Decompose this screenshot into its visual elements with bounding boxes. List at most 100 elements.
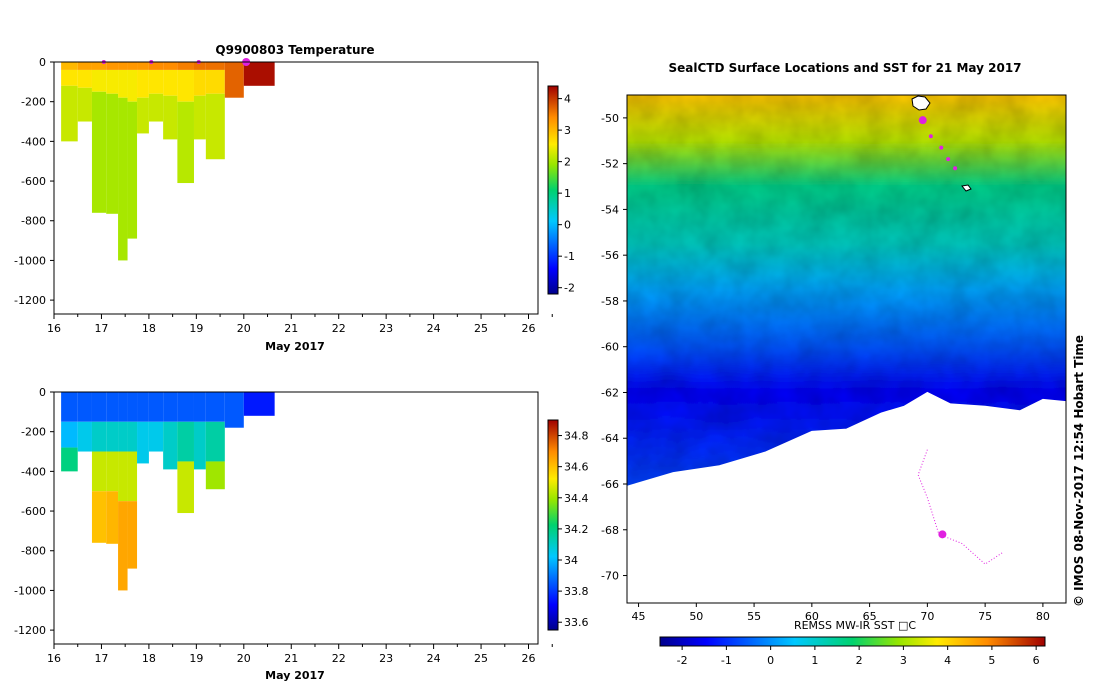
profile-cell (243, 392, 275, 416)
profile-cell (118, 97, 128, 261)
profile-cell (77, 392, 92, 422)
profile-cell (137, 62, 149, 70)
seal-position (928, 134, 933, 139)
sst-map-lat-ticks: -50 -52 -54 -56 -58 -60 -62 -64 -66 -68 -70 (601, 112, 627, 583)
profile-cell (127, 451, 138, 502)
colorbar-tick-label: -2 (564, 282, 575, 295)
temperature-x-axis-label: May 2017 (265, 340, 325, 353)
profile-cell (118, 501, 128, 591)
seal-position (918, 116, 927, 125)
profile-cell (118, 62, 128, 70)
profile-cell (137, 69, 149, 98)
x-tick-label: 19 (189, 652, 203, 665)
profile-cell (106, 392, 119, 422)
profile-cell (91, 392, 107, 422)
profile-cell (91, 491, 107, 543)
profile-cell (118, 69, 128, 98)
lon-tick-label: 80 (1036, 610, 1050, 623)
profile-cell (137, 421, 149, 464)
salinity-profiles (61, 392, 275, 591)
profile-cell (91, 421, 107, 452)
profile-cell (91, 451, 107, 492)
x-tick-label: 21 (284, 322, 298, 335)
profile-cell (137, 392, 149, 422)
y-tick-label: -1200 (14, 294, 46, 307)
profile-cell (127, 421, 138, 452)
x-tick-label: 24 (427, 322, 441, 335)
temperature-profiles (61, 62, 275, 261)
sst-colorbar-tick-label: -1 (721, 654, 732, 667)
y-tick-label: 0 (39, 56, 46, 69)
profile-cell (106, 93, 119, 214)
track-hotspot (938, 530, 947, 539)
profile-cell (205, 421, 225, 462)
profile-cell (91, 62, 107, 70)
x-tick-label: 16 (47, 652, 61, 665)
sst-colorbar-label: REMSS MW-IR SST □C (794, 619, 916, 632)
profile-cell (177, 101, 194, 184)
lat-tick-label: -68 (601, 524, 619, 537)
x-tick-label: 18 (142, 652, 156, 665)
colorbar-ramp (547, 85, 559, 295)
salinity-x-axis-label: May 2017 (265, 669, 325, 682)
y-tick-label: -600 (21, 175, 46, 188)
lon-tick-label: 65 (863, 610, 877, 623)
y-tick-label: -600 (21, 505, 46, 518)
colorbar-tick-label: 4 (564, 93, 571, 106)
sst-colorbar-tick-label: 2 (856, 654, 863, 667)
profile-cell (163, 69, 178, 96)
profile-cell (193, 392, 206, 422)
profile-cell (61, 392, 78, 422)
temperature-plot-frame (53, 61, 539, 315)
profile-cell (148, 421, 164, 452)
lat-tick-label: -66 (601, 478, 619, 491)
profile-cell (127, 101, 138, 239)
profile-cell (224, 62, 244, 98)
colorbar-tick-label: 34.6 (564, 461, 589, 474)
x-tick-label: 22 (332, 652, 346, 665)
x-tick-label: 23 (379, 652, 393, 665)
sst-colorbar-tick-label: -2 (677, 654, 688, 667)
colorbar-tick-label: 34.8 (564, 430, 589, 443)
profile-cell (106, 451, 119, 492)
lat-tick-label: -60 (601, 341, 619, 354)
temperature-section-panel: Q9900803 Temperature 0 -200 -400 -600 -800 -1… (14, 43, 575, 353)
sst-map-title: SealCTD Surface Locations and SST for 21… (668, 61, 1021, 75)
lat-tick-label: -64 (601, 432, 619, 445)
sst-colorbar-tick-label: 5 (988, 654, 995, 667)
x-tick-label: 26 (522, 652, 536, 665)
profile-cell (193, 62, 206, 70)
profile-cell (205, 62, 225, 70)
lon-tick-label: 75 (978, 610, 992, 623)
y-tick-label: -200 (21, 426, 46, 439)
sst-colorbar-tick-label: 4 (944, 654, 951, 667)
seal-position (939, 145, 944, 150)
profile-cell (77, 87, 92, 122)
lat-tick-label: -70 (601, 570, 619, 583)
sst-map-panel: SealCTD Surface Locations and SST for 21… (601, 61, 1067, 667)
profile-cell (127, 69, 138, 102)
profile-cell (61, 62, 78, 70)
x-tick-label: 21 (284, 652, 298, 665)
salinity-colorbar: 33.6 33.8 34 34.2 34.4 34.6 34.8 (547, 419, 589, 631)
profile-cell (127, 501, 138, 569)
island-icon (911, 95, 972, 192)
colorbar-tick-label: 34 (564, 554, 578, 567)
colorbar-tick-label: 3 (564, 124, 571, 137)
temperature-x-ticks: 16 17 18 19 20 21 22 23 24 25 26 (47, 314, 553, 335)
sst-map-lon-ticks: 45 50 55 60 65 70 75 80 (632, 603, 1050, 623)
profile-cell (127, 392, 138, 422)
lon-tick-label: 55 (747, 610, 761, 623)
profile-cell (106, 421, 119, 452)
sst-colorbar-tick-label: 1 (811, 654, 818, 667)
profile-cell (91, 91, 107, 213)
colorbar-tick-label: 1 (564, 187, 571, 200)
seal-position (946, 157, 951, 162)
profile-cell (163, 421, 178, 470)
profile-cell (106, 69, 119, 94)
lon-tick-label: 45 (632, 610, 646, 623)
profile-cell (177, 62, 194, 70)
profile-cell (148, 93, 164, 122)
x-tick-label: 17 (94, 322, 108, 335)
